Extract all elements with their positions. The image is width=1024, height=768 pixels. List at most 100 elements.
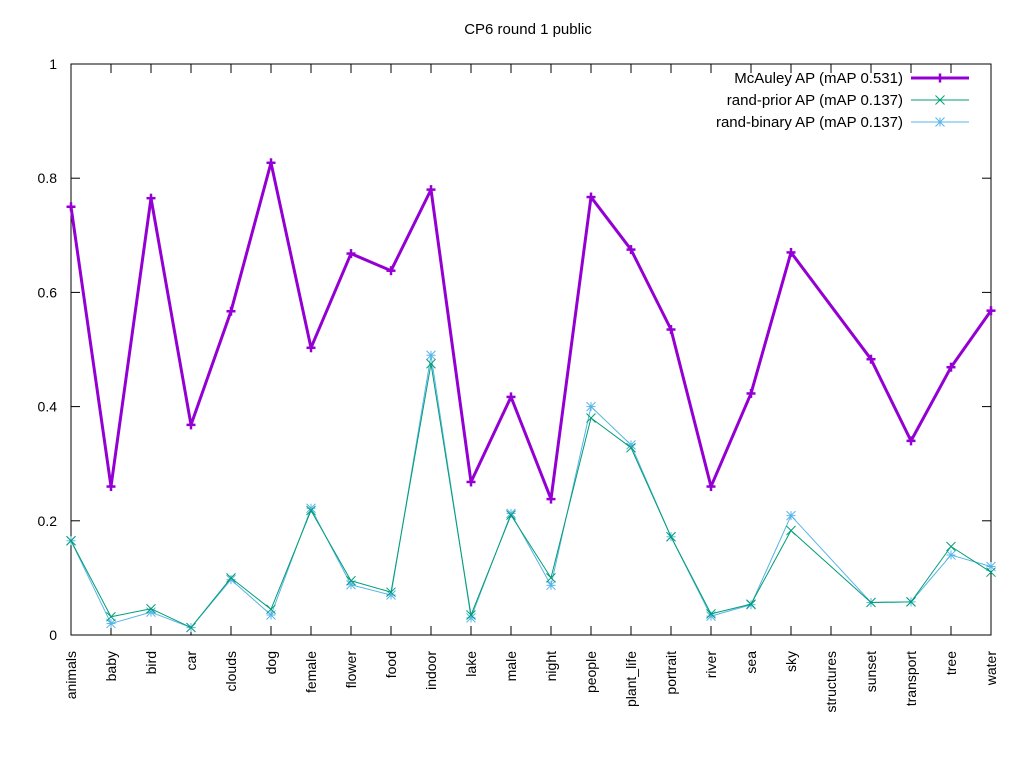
y-tick-label: 0.6: [38, 284, 58, 300]
legend-item: rand-binary AP (mAP 0.137): [716, 114, 969, 131]
data-point: [106, 611, 116, 622]
series-1: [66, 158, 996, 504]
data-point: [426, 185, 436, 195]
data-point: [626, 245, 636, 255]
data-point: [146, 603, 156, 614]
data-point: [666, 531, 676, 542]
legend-label: rand-binary AP (mAP 0.137): [716, 114, 903, 131]
data-point: [226, 306, 236, 316]
data-point: [346, 249, 356, 259]
data-point: [226, 574, 236, 585]
x-tick-label: clouds: [223, 651, 239, 691]
x-tick-label: food: [383, 651, 399, 678]
data-point: [306, 505, 316, 516]
x-tick-label: transport: [903, 651, 919, 706]
y-axis: 0 0.2 0.4 0.6 0.8 1: [38, 56, 991, 643]
series-3: [66, 350, 996, 633]
data-point: [146, 193, 156, 203]
data-point: [586, 192, 596, 202]
data-point: [466, 610, 476, 620]
data-point: [935, 117, 945, 127]
data-point: [866, 354, 876, 364]
legend-item: McAuley AP (mAP 0.531): [734, 70, 969, 87]
legend-label: McAuley AP (mAP 0.531): [734, 70, 903, 87]
data-point: [226, 573, 236, 583]
data-point: [506, 392, 516, 402]
data-point: [66, 202, 76, 212]
data-point: [106, 482, 116, 492]
series-2: [66, 358, 996, 633]
y-tick-label: 0.2: [38, 513, 58, 529]
series-layer: [66, 158, 996, 633]
x-tick-label: lake: [463, 651, 479, 677]
data-point: [386, 266, 396, 276]
y-tick-label: 1: [49, 56, 57, 72]
x-tick-label: dog: [263, 651, 279, 674]
x-tick-label: river: [703, 651, 719, 679]
data-point: [946, 541, 956, 552]
data-point: [266, 158, 276, 168]
x-tick-label: bird: [143, 651, 159, 674]
x-tick-label: sky: [783, 651, 799, 672]
data-point: [426, 358, 436, 369]
data-point: [786, 247, 796, 257]
data-point: [986, 306, 996, 316]
data-point: [586, 401, 596, 412]
x-tick-label: baby: [103, 651, 119, 681]
x-tick-label: sunset: [863, 651, 879, 692]
y-tick-label: 0.8: [38, 170, 58, 186]
x-tick-label: sea: [743, 651, 759, 674]
data-point: [546, 494, 556, 504]
data-point: [626, 442, 636, 453]
y-tick-label: 0: [49, 627, 57, 643]
data-point: [66, 535, 76, 546]
plot-frame: [70, 63, 992, 636]
x-tick-label: tree: [943, 651, 959, 675]
data-point: [346, 575, 356, 586]
data-point: [906, 436, 916, 446]
x-tick-label: female: [303, 651, 319, 693]
x-tick-label: male: [503, 651, 519, 682]
x-tick-label: flower: [343, 651, 359, 689]
data-point: [306, 343, 316, 353]
x-tick-label: plant_life: [623, 651, 639, 707]
legend-label: rand-prior AP (mAP 0.137): [727, 92, 903, 109]
series-line: [70, 363, 992, 629]
data-point: [586, 413, 596, 423]
data-point: [186, 622, 196, 633]
data-point: [466, 477, 476, 487]
x-tick-label: animals: [63, 651, 79, 699]
x-tick-label: portrait: [663, 651, 679, 695]
data-point: [386, 587, 396, 598]
data-point: [986, 567, 996, 578]
data-point: [666, 325, 676, 335]
data-point: [935, 95, 945, 105]
data-point: [906, 597, 916, 607]
data-point: [266, 604, 276, 615]
x-tick-label: indoor: [423, 651, 439, 690]
y-tick-label: 0.4: [38, 399, 58, 415]
data-point: [546, 580, 556, 591]
data-point: [786, 525, 796, 536]
legend: McAuley AP (mAP 0.531) rand-prior AP (mAP…: [716, 70, 969, 131]
data-point: [706, 482, 716, 492]
data-point: [746, 599, 756, 610]
x-tick-label: water: [983, 651, 999, 687]
x-tick-label: night: [543, 651, 559, 681]
legend-item: rand-prior AP (mAP 0.137): [727, 92, 969, 109]
data-point: [946, 550, 956, 560]
series-line: [69, 161, 993, 501]
data-point: [746, 388, 756, 398]
data-point: [186, 420, 196, 430]
x-tick-label: people: [583, 651, 599, 693]
data-point: [106, 618, 116, 629]
x-tick-label: car: [183, 651, 199, 671]
data-point: [946, 362, 956, 372]
data-point: [935, 73, 945, 83]
x-axis: animals baby bird car clouds dog female flower f…: [63, 64, 999, 712]
data-point: [866, 597, 876, 608]
data-point: [786, 510, 796, 521]
data-point: [706, 609, 716, 619]
data-point: [506, 508, 516, 519]
